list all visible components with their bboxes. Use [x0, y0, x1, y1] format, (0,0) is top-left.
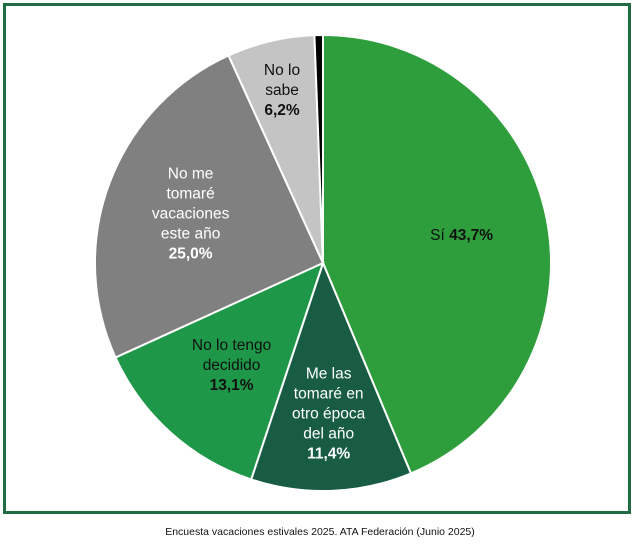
pie-slice-2: [114, 261, 325, 481]
slice-label-4: No lo sabe 6,2%: [264, 62, 300, 119]
slice-label-2: No lo tengo decidido 13,1%: [192, 337, 271, 394]
svg-text:Sí 43,7%: Sí 43,7%: [430, 227, 493, 244]
source-caption: Encuesta vacaciones estivales 2025. ATA …: [165, 526, 475, 538]
svg-text:13,1%: 13,1%: [210, 377, 254, 394]
svg-text:No lo: No lo: [264, 62, 300, 79]
svg-text:decidido: decidido: [203, 357, 261, 374]
svg-text:este año: este año: [161, 225, 220, 242]
svg-text:tomaré en: tomaré en: [294, 385, 364, 402]
svg-text:25,0%: 25,0%: [169, 245, 213, 262]
slice-label-3: No me tomaré vacaciones este año 25,0%: [152, 165, 230, 262]
svg-text:sabe: sabe: [265, 82, 299, 99]
svg-text:11,4%: 11,4%: [307, 445, 350, 462]
slice-label-0: Sí 43,7%: [430, 227, 493, 244]
pie-slice-3: [94, 54, 325, 359]
slice-label-1: Me las tomaré en otro época del año 11,4%: [292, 365, 366, 462]
pie-slice-0: [322, 33, 552, 475]
svg-text:otro época: otro época: [292, 405, 366, 422]
svg-text:6,2%: 6,2%: [264, 102, 300, 119]
svg-text:No lo tengo: No lo tengo: [192, 337, 271, 354]
pie-slice-5: [313, 33, 324, 264]
svg-text:del año: del año: [303, 425, 354, 442]
svg-text:vacaciones: vacaciones: [152, 205, 230, 222]
svg-text:Me las: Me las: [306, 365, 352, 382]
pie-chart: Sí 43,7% Me las tomaré en otro época del año…: [94, 33, 552, 492]
svg-text:tomaré: tomaré: [166, 185, 214, 202]
pie-slice-1: [249, 260, 413, 492]
chart-frame: Sí 43,7% Me las tomaré en otro época del año…: [3, 3, 631, 514]
svg-text:No me: No me: [168, 165, 214, 182]
